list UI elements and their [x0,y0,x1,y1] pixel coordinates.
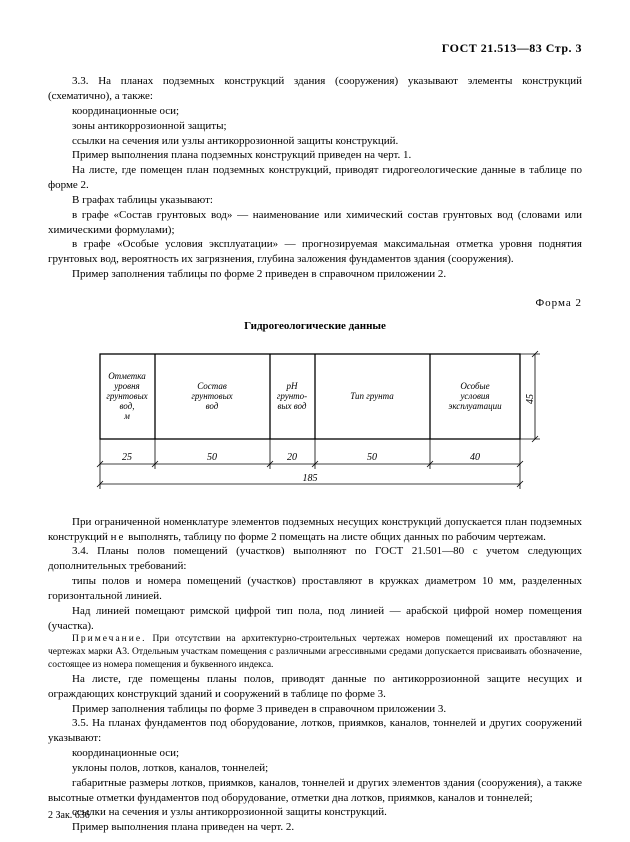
svg-text:уровня: уровня [113,381,139,391]
svg-text:45: 45 [525,394,536,404]
para: типы полов и номера помещений (участков)… [48,574,582,604]
list-item: ссылки на сечения и узлы антикоррозионно… [48,805,582,820]
svg-text:м: м [123,411,130,421]
list-item: в графе «Особые условия эксплуатации» — … [48,237,582,267]
para: Пример заполнения таблицы по форме 2 при… [48,267,582,282]
para: Пример заполнения таблицы по форме 3 при… [48,702,582,717]
list-item: ссылки на сечения или узлы антикоррозион… [48,134,582,149]
svg-text:Состав: Состав [197,381,227,391]
para-3-5: 3.5. На планах фундаментов под оборудова… [48,716,582,746]
svg-text:185: 185 [303,473,318,484]
footer: 2 Зак. 636 [48,809,90,823]
list-item: зоны антикоррозионной защиты; [48,119,582,134]
para: На листе, где помещен план подземных кон… [48,163,582,193]
form-label: Форма 2 [48,296,582,311]
svg-text:грунто-: грунто- [277,391,307,401]
note: Примечание. При отсутствии на архитектур… [48,633,582,671]
para: В графах таблицы указывают: [48,193,582,208]
table-title: Гидрогеологические данные [48,319,582,334]
list-item: в графе «Состав грунтовых вод» — наимено… [48,208,582,238]
para-3-3: 3.3. На планах подземных конструкций зда… [48,74,582,104]
svg-text:грунтовых: грунтовых [191,391,232,401]
svg-text:грунтовых: грунтовых [106,391,147,401]
svg-text:50: 50 [207,452,217,463]
para-3-4: 3.4. Планы полов помещений (участков) вы… [48,544,582,574]
svg-text:Отметка: Отметка [108,371,146,381]
svg-text:20: 20 [287,452,297,463]
svg-text:pH: pH [286,381,299,391]
para: Пример выполнения плана подземных констр… [48,148,582,163]
svg-text:25: 25 [122,452,132,463]
list-item: координационные оси; [48,746,582,761]
page-header: ГОСТ 21.513—83 Стр. 3 [48,40,582,56]
list-item: габаритные размеры лотков, приямков, кан… [48,776,582,806]
svg-text:40: 40 [470,452,480,463]
svg-text:вод: вод [206,401,219,411]
para: При ограниченной номенклатуре элементов … [48,515,582,545]
svg-text:50: 50 [367,452,377,463]
svg-text:Особые: Особые [460,381,489,391]
svg-text:условия: условия [459,391,489,401]
table-diagram: Отметка уровня грунтовых вод, м Состав г… [90,344,540,499]
svg-text:вых вод: вых вод [278,401,307,411]
list-item: уклоны полов, лотков, каналов, тоннелей; [48,761,582,776]
para: Пример выполнения плана приведен на черт… [48,820,582,835]
para: Над линией помещают римской цифрой тип п… [48,604,582,634]
list-item: координационные оси; [48,104,582,119]
svg-text:эксплуатации: эксплуатации [448,401,502,411]
para: На листе, где помещены планы полов, прив… [48,672,582,702]
svg-text:вод,: вод, [120,401,135,411]
svg-text:Тип грунта: Тип грунта [350,391,394,401]
